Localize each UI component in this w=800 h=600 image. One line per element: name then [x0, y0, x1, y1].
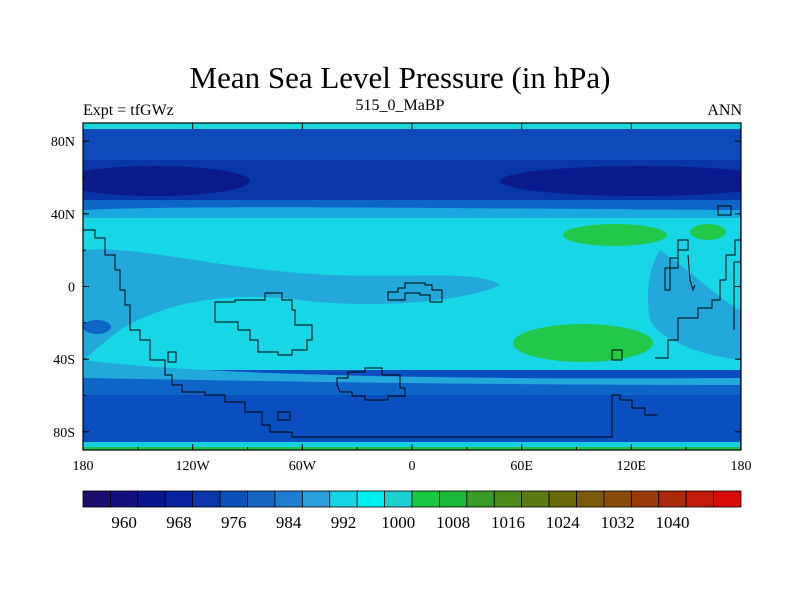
north-subtropical-high-1	[563, 224, 667, 246]
colorbar-swatch	[356, 490, 385, 508]
pressure-field	[83, 123, 741, 450]
colorbar-swatch	[137, 490, 166, 508]
colorbar-swatch	[548, 490, 577, 508]
plot-title: Mean Sea Level Pressure (in hPa)	[189, 60, 611, 95]
colorbar-swatch	[192, 490, 221, 508]
colorbar-label: 1000	[381, 513, 415, 532]
colorbar-swatch	[384, 490, 413, 508]
coastlines	[83, 205, 741, 438]
colorbar-swatch	[630, 490, 660, 508]
small-low-patch	[83, 320, 111, 334]
colorbar-swatch	[164, 490, 194, 508]
coast-east-edge	[733, 261, 740, 330]
colorbar-swatch	[603, 490, 632, 508]
season-label: ANN	[707, 102, 742, 119]
colorbar-swatch	[301, 490, 331, 508]
colorbar-swatch	[439, 490, 468, 508]
lon-tick-label: 120E	[617, 459, 647, 474]
lon-tick-label: 180	[731, 459, 752, 474]
colorbar-swatch	[411, 490, 440, 508]
north-subtropical-high-2	[690, 224, 726, 240]
coast-peninsula	[664, 239, 689, 291]
north-storm-track	[83, 207, 740, 218]
colorbar-label: 984	[276, 513, 302, 532]
colorbar-swatch	[521, 490, 550, 508]
lon-tick-label: 180	[73, 459, 94, 474]
coast-continent-a	[214, 292, 313, 356]
longitude-axis: 180 120W 60W 0 60E 120E 180	[73, 123, 752, 474]
colorbar-swatch	[247, 490, 276, 508]
colorbar-swatch	[493, 490, 523, 508]
colorbar-swatch	[576, 490, 605, 508]
south-low-belt	[83, 395, 740, 442]
colorbar-label: 1024	[546, 513, 581, 532]
colorbar-label: 992	[331, 513, 357, 532]
colorbar-swatch	[110, 490, 139, 508]
north-low-west	[83, 166, 250, 196]
colorbar-label: 1016	[491, 513, 525, 532]
coast-island-a	[387, 282, 443, 303]
south-subtropical-high	[513, 324, 653, 362]
colorbar-label: 968	[166, 513, 192, 532]
lon-tick-label: 120W	[176, 459, 211, 474]
colorbar-swatch	[658, 490, 687, 508]
coast-island-b	[336, 367, 406, 401]
coast-island-e	[277, 411, 291, 421]
coast-south-continent	[83, 229, 658, 438]
lat-tick-label: 40S	[53, 353, 75, 368]
tropical-trough-west	[83, 249, 500, 360]
colorbar-swatch	[274, 490, 303, 508]
tropical-trough-east	[648, 250, 740, 360]
coast-island-f	[167, 351, 177, 363]
coast-east-continent	[655, 239, 741, 359]
lat-tick-label: 40N	[51, 208, 75, 223]
coast-island-d	[611, 349, 623, 361]
north-low-east	[500, 166, 741, 196]
colorbar-label: 1008	[436, 513, 470, 532]
period-label: 515_0_MaBP	[355, 97, 445, 114]
colorbar-swatch	[466, 490, 495, 508]
colorbar-label: 976	[221, 513, 247, 532]
latitude-axis: 80N 40N 0 40S 80S	[51, 135, 741, 441]
lon-tick-label: 60W	[289, 459, 317, 474]
coast-strait	[687, 254, 696, 292]
north-mid-band	[83, 129, 741, 159]
colorbar-swatch	[329, 490, 358, 508]
lat-tick-label: 80S	[53, 426, 75, 441]
lon-tick-label: 0	[409, 459, 416, 474]
lat-tick-label: 80N	[51, 135, 75, 150]
colorbar-swatch	[219, 490, 248, 508]
colorbar-swatch	[82, 490, 111, 508]
colorbar: 960 968 976 984 992 1000 1008 1016 1024 1032 1040	[82, 490, 742, 532]
lat-tick-label: 0	[68, 281, 75, 296]
colorbar-label: 1040	[655, 513, 689, 532]
colorbar-label: 1032	[601, 513, 635, 532]
lon-tick-label: 60E	[510, 459, 533, 474]
colorbar-swatch	[713, 490, 742, 508]
experiment-label: Expt = tfGWz	[83, 102, 174, 119]
colorbar-swatch	[685, 490, 714, 508]
south-storm-track	[83, 378, 740, 400]
coast-island-c	[717, 205, 732, 216]
colorbar-label: 960	[111, 513, 137, 532]
